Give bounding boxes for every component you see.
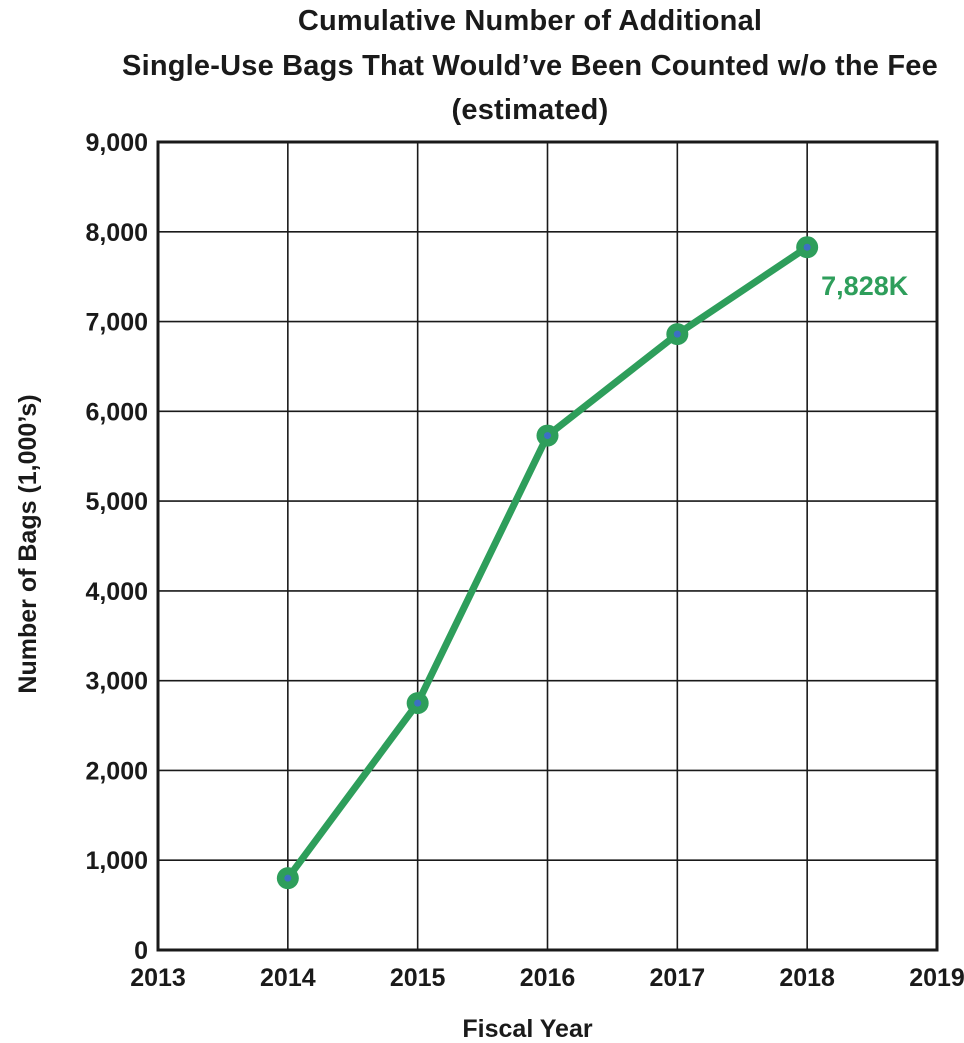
- x-tick-label: 2015: [390, 964, 446, 992]
- x-tick-label: 2014: [260, 964, 316, 992]
- data-point-center: [414, 699, 422, 707]
- y-axis-ticks: 0 1,000 2,000 3,000 4,000 5,000 6,000 7,000 8,00…: [85, 129, 148, 965]
- x-tick-label: 2013: [130, 964, 186, 992]
- y-tick-label: 2,000: [85, 757, 148, 785]
- chart-title-line-3: (estimated): [451, 94, 609, 126]
- data-point: [536, 424, 559, 447]
- y-tick-label: 6,000: [85, 398, 148, 426]
- y-tick-label: 8,000: [85, 219, 148, 247]
- y-axis-title: Number of Bags (1,000’s): [14, 394, 42, 693]
- x-tick-label: 2018: [779, 964, 835, 992]
- data-point: [276, 867, 299, 890]
- data-point: [796, 236, 819, 259]
- y-tick-label: 9,000: [85, 129, 148, 157]
- data-label-annotation: 7,828K: [821, 271, 909, 301]
- y-tick-label: 1,000: [85, 847, 148, 875]
- data-point-center: [544, 432, 551, 440]
- plot-frame: [156, 140, 939, 952]
- y-tick-label: 5,000: [85, 488, 148, 516]
- x-tick-label: 2017: [650, 964, 706, 992]
- grid-lines: [157, 141, 938, 951]
- y-tick-label: 0: [134, 937, 148, 965]
- data-point-center: [284, 874, 292, 882]
- x-tick-label: 2019: [909, 964, 964, 992]
- data-point-center: [803, 243, 811, 251]
- x-axis-title: Fiscal Year: [462, 1015, 592, 1043]
- data-point-center: [673, 330, 681, 338]
- y-tick-label: 7,000: [85, 309, 148, 337]
- data-point: [666, 323, 689, 346]
- y-tick-label: 4,000: [85, 578, 148, 606]
- chart-title-line-1: Cumulative Number of Additional: [297, 5, 763, 37]
- annotations: 7,828K: [821, 271, 909, 301]
- data-series: [276, 236, 819, 890]
- y-tick-label: 3,000: [85, 668, 148, 696]
- x-tick-label: 2016: [520, 964, 576, 992]
- data-point: [406, 692, 429, 715]
- x-axis-ticks: 2013 2014 2015 2016 2017 2018 2019: [130, 964, 964, 992]
- chart-title-line-2: Single-Use Bags That Would’ve Been Count…: [122, 50, 938, 82]
